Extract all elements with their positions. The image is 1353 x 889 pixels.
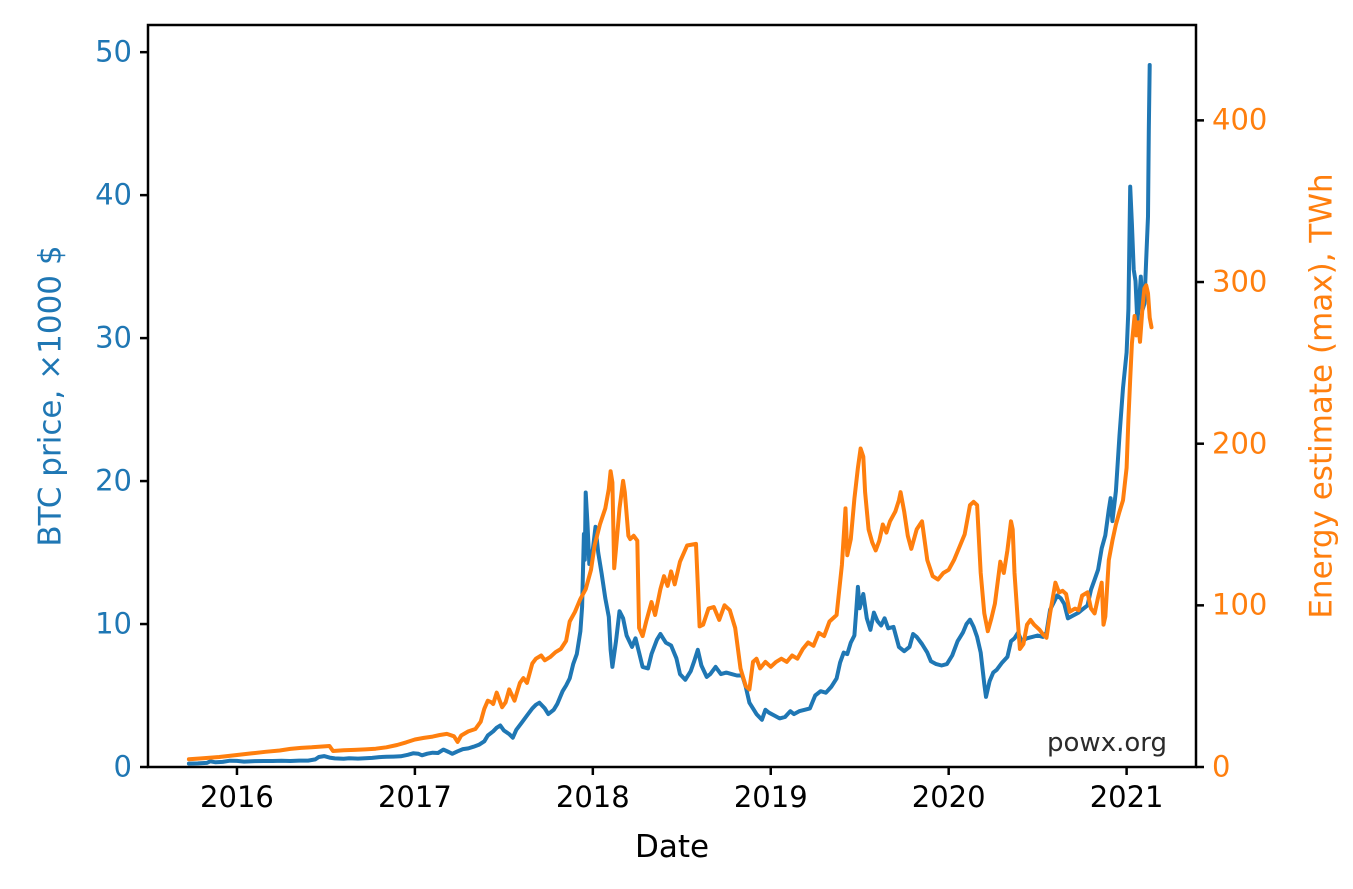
x-tick-label: 2020 xyxy=(911,780,986,814)
right-y-axis-title: Energy estimate (max), TWh xyxy=(1303,173,1340,619)
x-axis-title: Date xyxy=(634,829,710,865)
right-y-tick-label: 300 xyxy=(1212,264,1268,299)
axes-spines xyxy=(146,23,1198,769)
x-tick-label: 2018 xyxy=(555,780,630,814)
x-tick-label: 2016 xyxy=(200,780,274,814)
left-y-tick-label: 20 xyxy=(95,463,132,498)
right-y-tick-label: 200 xyxy=(1212,426,1268,461)
line-series-btc-price xyxy=(186,63,1152,766)
left-y-tick-label: 30 xyxy=(95,320,132,355)
left-y-tick-label: 0 xyxy=(113,749,132,784)
x-tick-label: 2019 xyxy=(733,780,808,814)
right-y-tick-label: 0 xyxy=(1212,749,1231,784)
line-series-energy-estimate xyxy=(186,283,1154,762)
right-y-tick-label: 100 xyxy=(1212,587,1268,622)
right-y-tick-label: 400 xyxy=(1212,102,1268,137)
x-tick-label: 2017 xyxy=(377,780,452,814)
left-y-axis-title: BTC price, ×1000 $ xyxy=(32,245,69,547)
left-y-tick-label: 10 xyxy=(95,606,132,641)
x-tick-label: 2021 xyxy=(1089,780,1164,814)
watermark-text: powx.org xyxy=(1047,728,1167,758)
left-y-tick-label: 50 xyxy=(95,34,132,69)
left-y-tick-label: 40 xyxy=(95,177,132,212)
